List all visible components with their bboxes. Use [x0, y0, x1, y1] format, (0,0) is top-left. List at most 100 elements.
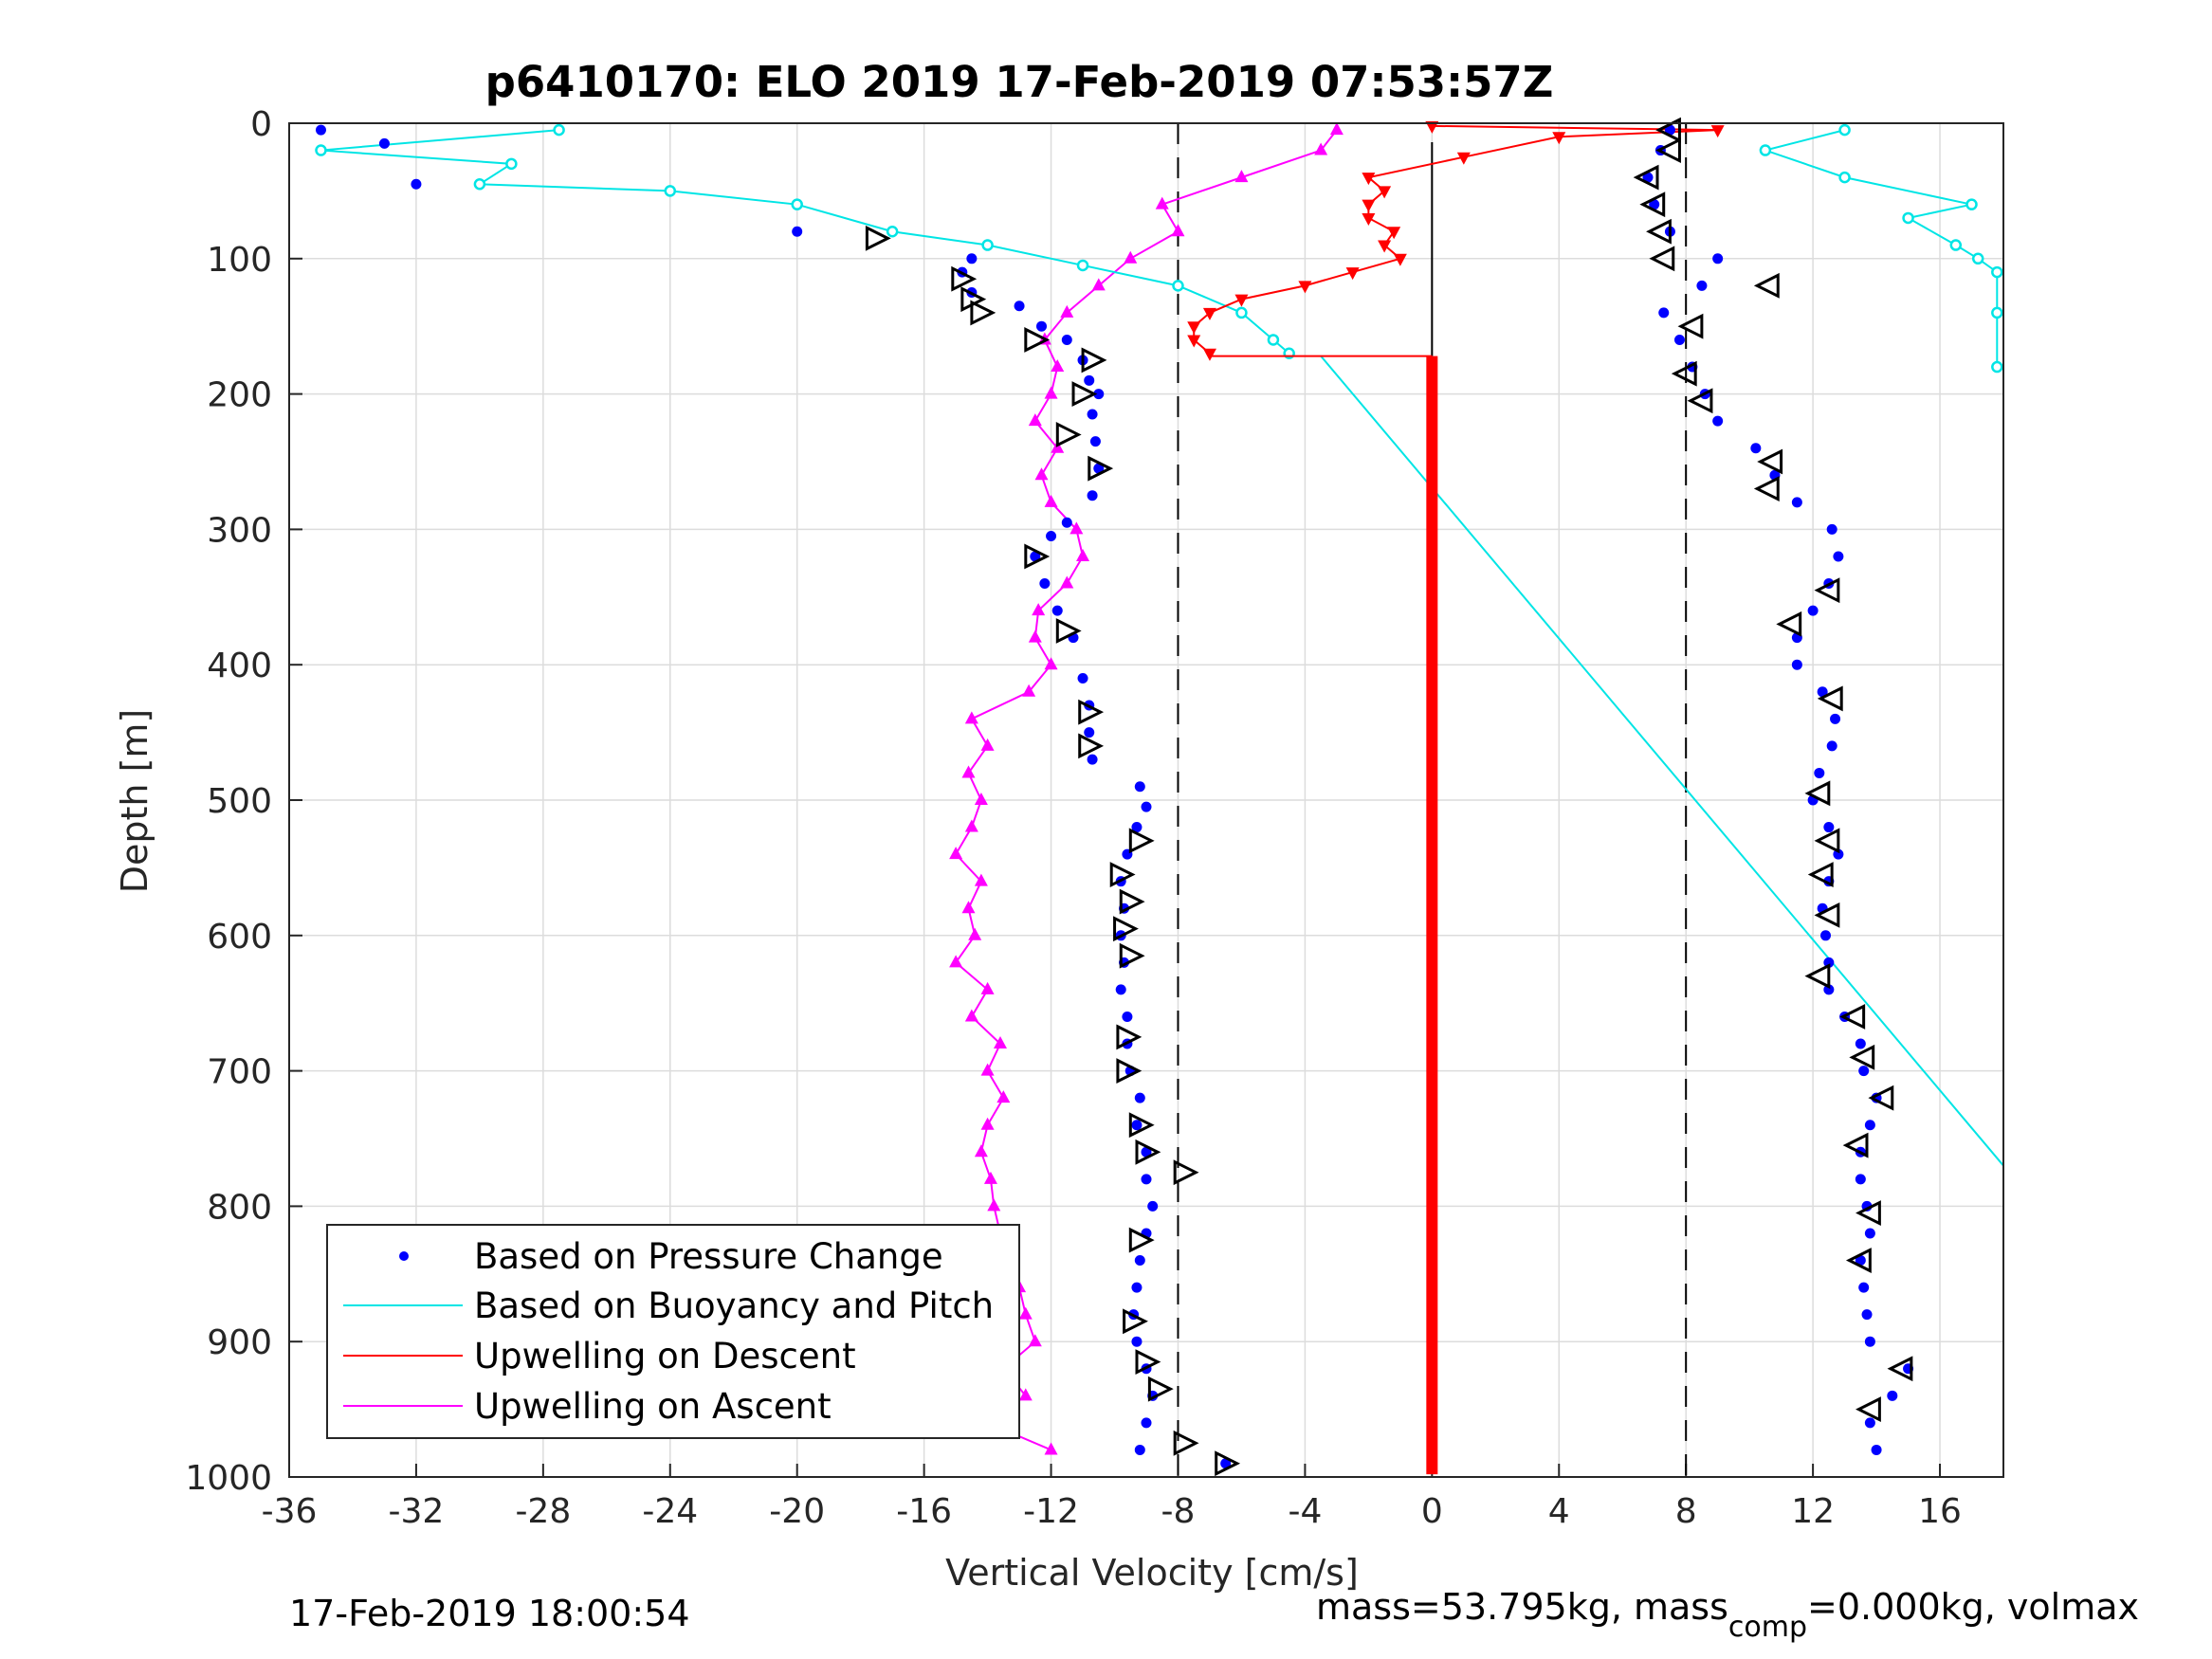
pressure-descent-point [1061, 517, 1072, 528]
upwelling-ascent-point [949, 847, 963, 860]
plot-frame [288, 122, 2004, 1478]
upwelling-ascent-point [964, 1009, 978, 1022]
ascent-direction-marker [1677, 313, 1704, 339]
pressure-ascent-point [1864, 1228, 1875, 1239]
buoyancy-ascent-point [1902, 211, 1914, 225]
pressure-descent-point [1046, 531, 1057, 542]
upwelling-ascent-point [974, 793, 988, 805]
x-tick-label: 16 [1918, 1492, 1962, 1531]
pressure-descent-point [1084, 727, 1095, 738]
pressure-descent-point [411, 178, 422, 190]
buoyancy-descent-point [1172, 280, 1184, 292]
pressure-ascent-point [1791, 659, 1802, 670]
upwelling-ascent-point [1124, 250, 1138, 264]
y-tick-label: 0 [250, 105, 272, 144]
upwelling-descent-point [1362, 199, 1376, 212]
pressure-ascent-point [1855, 1255, 1866, 1267]
x-tick-labels: -36 -32 -28 -24 -20 -16 -12 -8 -4 0 4 8 12 16 [262, 1492, 1962, 1531]
footer-mass-text: mass=53.795kg, mass [1316, 1586, 1728, 1628]
buoyancy-descent-point [664, 185, 677, 197]
legend-label-pressure: Based on Pressure Change [474, 1236, 943, 1277]
buoyancy-ascent-line [1762, 129, 1999, 368]
pressure-ascent-point [1855, 1174, 1866, 1185]
descent-direction-marker [951, 265, 978, 292]
upwelling-descent-point [1552, 132, 1566, 145]
upwelling-ascent-point [1091, 278, 1106, 291]
pressure-ascent-point [1858, 1066, 1870, 1077]
upwelling-ascent-point [974, 1144, 988, 1158]
upwelling-ascent-point [983, 1171, 997, 1184]
upwelling-ascent-point [961, 901, 976, 914]
pressure-descent-point [1093, 389, 1105, 400]
reference-lines [1177, 123, 1688, 1477]
upwelling-descent-point [1202, 307, 1216, 320]
pressure-ascent-point [1864, 1417, 1875, 1429]
upwelling-descent-point [1710, 125, 1725, 138]
upwelling-descent-point [1362, 173, 1376, 186]
upwelling-ascent-point [968, 927, 982, 940]
buoyancy-descent-point [1076, 259, 1089, 272]
pressure-descent-point [315, 124, 326, 136]
upwelling-ascent-point [1234, 170, 1249, 183]
descent-direction-marker [1135, 1349, 1161, 1376]
pressure-descent-point [1131, 1120, 1143, 1131]
ascent-direction-marker [1639, 191, 1666, 218]
pressure-ascent-point [1855, 1038, 1866, 1049]
pressure-ascent-point [1823, 957, 1835, 968]
descent-direction-marker [1055, 422, 1082, 447]
upwelling-ascent-point [1044, 386, 1058, 399]
footer-timestamp: 17-Feb-2019 18:00:54 [289, 1593, 690, 1634]
x-tick-label: -28 [515, 1492, 571, 1531]
buoyancy-descent-point [791, 198, 803, 210]
upwelling-descent-point [1425, 120, 1439, 134]
upwelling-descent-point [1298, 281, 1312, 294]
x-tick-label: -36 [262, 1492, 318, 1531]
chart-title: p6410170: ELO 2019 17-Feb-2019 07:53:57Z [485, 57, 1554, 107]
upwelling-ascent-point [1028, 629, 1042, 643]
upwelling-descent-point [1387, 227, 1401, 240]
pressure-descent-point [1077, 672, 1088, 684]
legend-label-upwelling-ascent: Upwelling on Ascent [474, 1386, 832, 1427]
pressure-ascent-point [1642, 172, 1654, 183]
descent-direction-marker [1128, 1112, 1155, 1139]
legend-item-buoyancy: Based on Buoyancy and Pitch [343, 1285, 994, 1326]
pressure-descent-point [1036, 320, 1048, 332]
upwelling-ascent-point [1032, 603, 1046, 616]
upwelling-ascent-point [961, 765, 976, 778]
y-tick-label: 1000 [185, 1459, 272, 1498]
upwelling-descent-flat-segment [1426, 356, 1438, 1475]
upwelling-ascent-point [1044, 494, 1058, 507]
y-tick-label: 300 [207, 511, 272, 550]
legend-swatch-pressure [399, 1251, 409, 1261]
buoyancy-ascent-point [1991, 306, 2003, 319]
y-tick-label: 800 [207, 1188, 272, 1227]
descent-direction-marker [1119, 942, 1145, 969]
upwelling-ascent-point [1022, 684, 1036, 697]
descent-direction-marker [1123, 1308, 1148, 1335]
buoyancy-ascent-point [1838, 123, 1851, 137]
pressure-ascent-point [1664, 124, 1675, 136]
upwelling-descent-point [1362, 212, 1376, 226]
pressure-ascent-point [1823, 984, 1835, 995]
pressure-descent-point [1141, 1174, 1152, 1185]
y-tick-label: 100 [207, 241, 272, 280]
descent-direction-marker [1116, 1058, 1143, 1085]
upwelling-ascent-point [1044, 1442, 1058, 1455]
buoyancy-descent-point [553, 123, 565, 137]
pressure-descent-point [1039, 578, 1051, 590]
upwelling-ascent-point [1155, 196, 1169, 210]
upwelling-ascent-point [987, 1198, 1001, 1212]
pressure-descent-point [1134, 1092, 1145, 1103]
pressure-ascent-point [1814, 767, 1825, 778]
y-axis-label: Depth [m] [114, 709, 155, 894]
pressure-ascent-point [1658, 307, 1670, 319]
pressure-ascent-point [1858, 1282, 1870, 1293]
ascent-direction-marker [1868, 1085, 1894, 1111]
buoyancy-descent-point [473, 178, 486, 191]
pressure-ascent-point [1817, 686, 1828, 698]
upwelling-descent-point [1345, 267, 1360, 281]
descent-direction-marker [1135, 1139, 1161, 1165]
pressure-descent-point [1087, 490, 1098, 501]
ascent-direction-marker [1671, 360, 1697, 387]
